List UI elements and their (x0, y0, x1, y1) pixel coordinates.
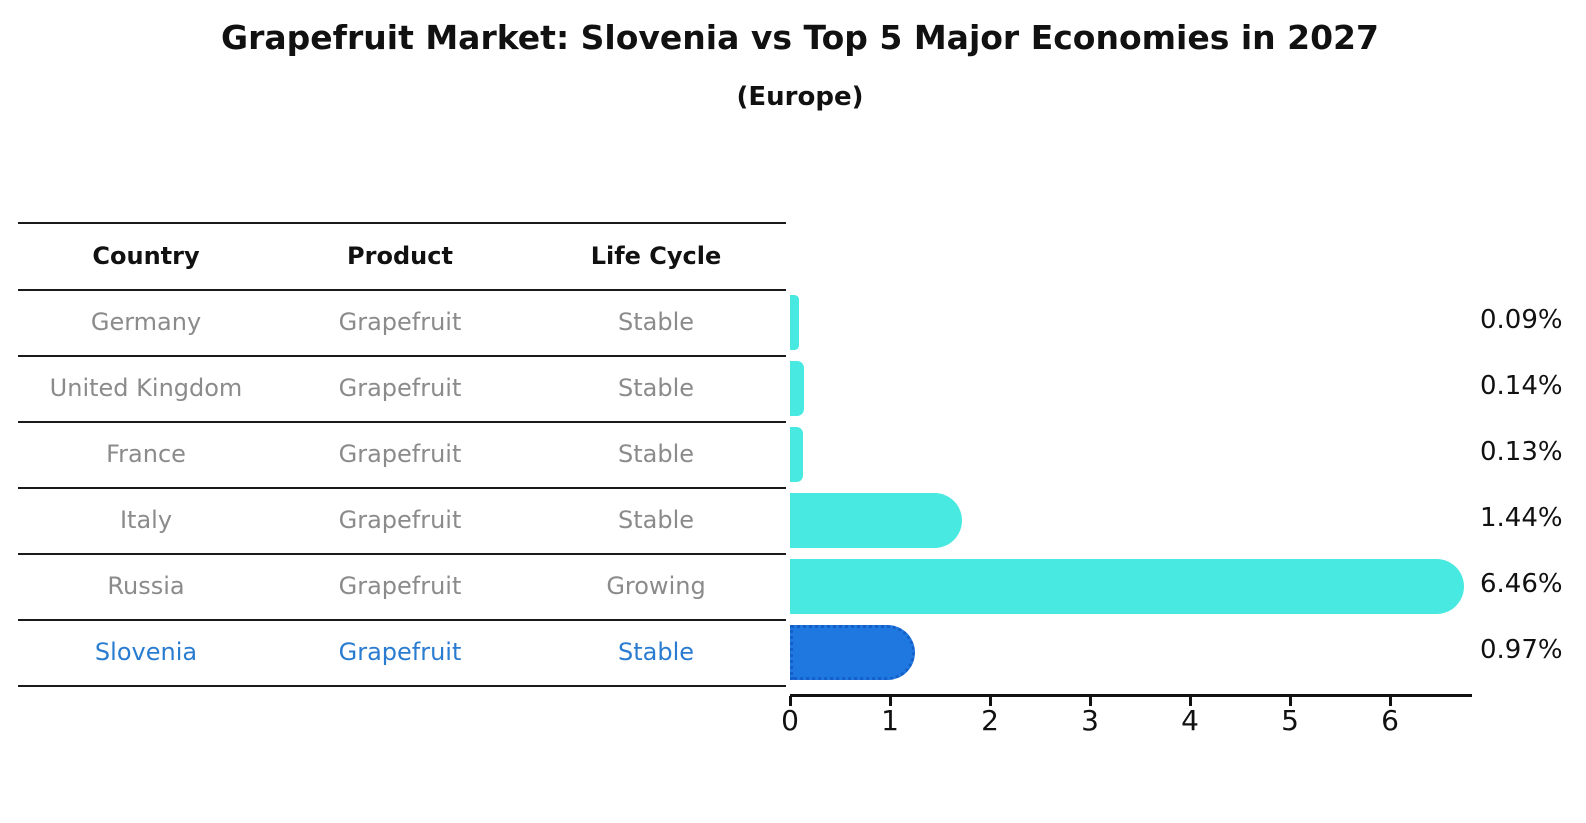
table-line (18, 685, 786, 687)
bar-value-label: 0.09% (1480, 305, 1563, 335)
table-cell-product: Grapefruit (338, 440, 462, 468)
x-tick-label: 4 (1181, 704, 1199, 737)
column-header-country: Country (92, 241, 200, 270)
table-cell-country: France (106, 440, 186, 468)
bar-value-label: 1.44% (1480, 503, 1563, 533)
x-tick-label: 3 (1081, 704, 1099, 737)
x-tick-label: 1 (881, 704, 899, 737)
table-cell-product: Grapefruit (338, 374, 462, 402)
x-tick-mark (1289, 696, 1292, 706)
bar-highlight (790, 624, 915, 680)
x-tick-label: 6 (1381, 704, 1399, 737)
table-cell-life-cycle: Stable (617, 440, 695, 468)
x-tick-mark (1189, 696, 1192, 706)
bar-value-label: 0.97% (1480, 635, 1563, 665)
table-header-row: Country Product Life Cycle (18, 222, 786, 289)
table-row: Slovenia Grapefruit Stable (18, 619, 786, 685)
bar (790, 360, 804, 416)
x-tick-mark (1389, 696, 1392, 706)
chart-title: Grapefruit Market: Slovenia vs Top 5 Maj… (221, 18, 1379, 57)
table-cell-life-cycle: Growing (606, 572, 706, 600)
x-tick-mark (789, 696, 792, 706)
x-axis-line (790, 694, 1472, 697)
table-line (18, 487, 786, 489)
table-cell-life-cycle: Stable (617, 638, 695, 666)
bar (790, 426, 803, 482)
table-line (18, 619, 786, 621)
table-cell-life-cycle: Stable (617, 374, 695, 402)
bar (790, 492, 962, 548)
table-line (18, 421, 786, 423)
table-cell-life-cycle: Stable (617, 506, 695, 534)
bar (790, 558, 1464, 614)
bar (790, 294, 799, 350)
table-cell-country: Russia (107, 572, 185, 600)
table-row: France Grapefruit Stable (18, 421, 786, 487)
table-cell-product: Grapefruit (338, 572, 462, 600)
table-row: Italy Grapefruit Stable (18, 487, 786, 553)
column-header-product: Product (347, 241, 453, 270)
x-tick-mark (889, 696, 892, 706)
column-header-life-cycle: Life Cycle (590, 241, 722, 270)
x-tick-label: 5 (1281, 704, 1299, 737)
table-cell-country: Slovenia (94, 638, 198, 666)
table-row: United Kingdom Grapefruit Stable (18, 355, 786, 421)
table-line (18, 355, 786, 357)
table-line (18, 222, 786, 224)
x-tick-label: 0 (781, 704, 799, 737)
table-cell-country: United Kingdom (49, 374, 243, 402)
bar-value-label: 0.14% (1480, 371, 1563, 401)
table-cell-product: Grapefruit (338, 308, 462, 336)
table-cell-product: Grapefruit (338, 506, 462, 534)
bar-value-label: 6.46% (1480, 569, 1563, 599)
table-cell-life-cycle: Stable (617, 308, 695, 336)
bar-value-label: 0.13% (1480, 437, 1563, 467)
x-tick-mark (989, 696, 992, 706)
table-line (18, 289, 786, 291)
table-line (18, 553, 786, 555)
table-cell-country: Germany (90, 308, 202, 336)
table-cell-country: Italy (119, 506, 173, 534)
table-row: Germany Grapefruit Stable (18, 289, 786, 355)
table-cell-product: Grapefruit (338, 638, 462, 666)
x-tick-mark (1089, 696, 1092, 706)
x-tick-label: 2 (981, 704, 999, 737)
chart-subtitle: (Europe) (736, 82, 864, 112)
table-row: Russia Grapefruit Growing (18, 553, 786, 619)
